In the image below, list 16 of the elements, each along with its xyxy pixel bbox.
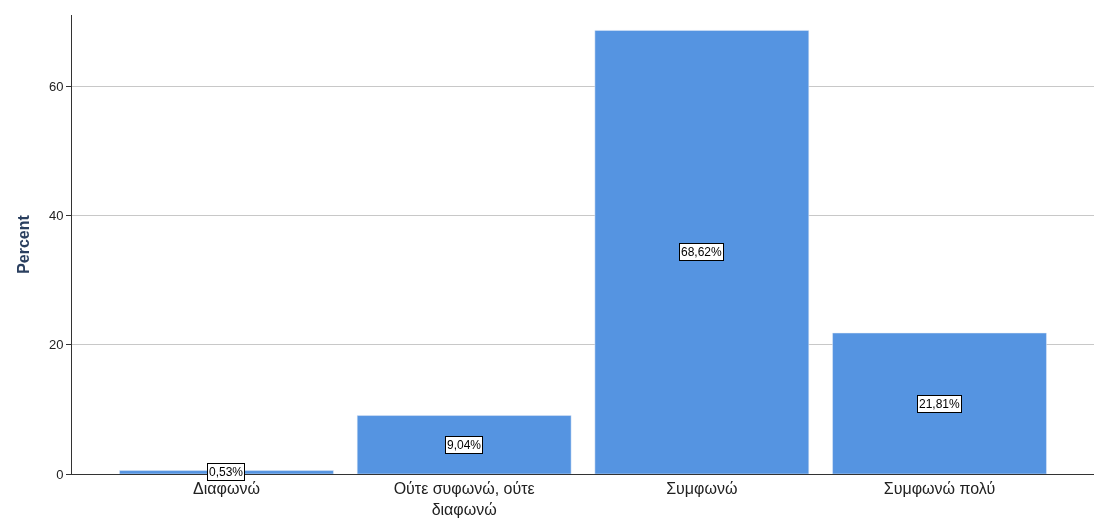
y-tick-label: 0	[56, 466, 64, 482]
bar	[832, 332, 1047, 474]
data-label: 0,53%	[209, 465, 244, 479]
y-axis-title: Percent	[14, 214, 32, 274]
data-label: 21,81%	[919, 397, 961, 411]
bar	[594, 30, 810, 474]
y-tick-label: 20	[48, 337, 64, 353]
data-label: 9,04%	[447, 438, 482, 452]
y-tick-label: 40	[48, 207, 64, 223]
bar	[356, 415, 572, 474]
y-tick-label: 60	[48, 78, 64, 94]
x-tick-label: Ούτε συφωνώ, ούτε διαφωνώ	[393, 480, 535, 518]
x-tick-label: Συμφωνώ	[666, 480, 738, 498]
x-tick-label: Συμφωνώ πολύ	[883, 480, 996, 498]
data-label: 68,62%	[681, 245, 723, 259]
x-tick-label: Διαφωνώ	[193, 480, 260, 498]
